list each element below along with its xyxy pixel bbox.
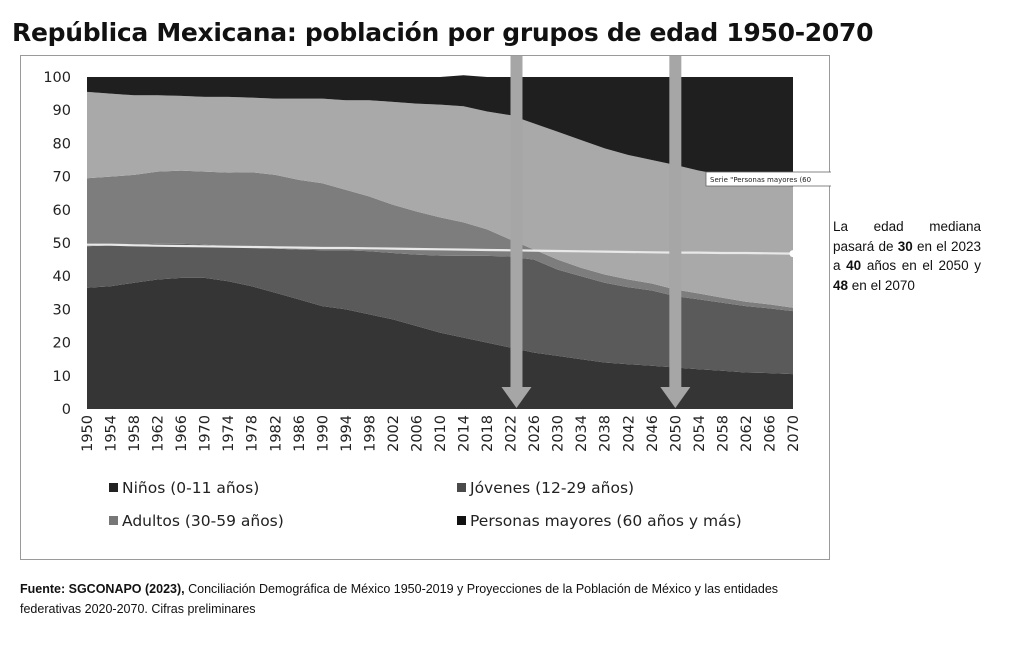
arrow-head-1 [660,387,691,408]
x-tick-label: 1958 [127,415,143,452]
note-value-2050: 40 [846,258,862,273]
note-value-2070: 48 [833,277,849,293]
legend-label-0: Niños (0-11 años) [122,479,259,497]
y-tick-label: 90 [53,103,71,119]
x-tick-label: 2022 [504,415,520,452]
area-series-2 [87,170,793,312]
chart-frame: Serie "Personas mayores (60 0 10 20 30 40 50 60… [20,55,831,560]
series-tooltip-text: Serie "Personas mayores (60 [710,176,811,184]
x-tick-label: 1998 [362,415,378,452]
x-tick-label: 2038 [598,415,614,452]
area-series-1 [87,243,793,375]
x-tick-label: 1990 [315,415,331,452]
y-tick-label: 100 [43,70,71,86]
y-tick-label: 80 [53,136,71,152]
arrow-shaft-1 [669,56,682,387]
y-tick-label: 20 [53,336,71,352]
x-tick-label: 2034 [574,415,590,452]
x-tick-label: 2014 [457,415,473,452]
x-tick-label: 1962 [151,415,167,452]
legend-marker-3 [457,516,466,525]
x-tick-label: 1966 [174,415,190,452]
x-tick-label: 2050 [668,415,684,452]
note-text-1: La edad mediana pasará de [833,219,981,254]
y-tick-label: 60 [53,203,71,219]
x-tick-label: 2030 [551,415,567,452]
note-value-2023: 30 [897,238,913,254]
x-tick-label: 2018 [480,415,496,452]
area-series-0 [87,277,793,409]
legend-marker-0 [109,483,118,492]
x-tick-label: 2042 [621,415,637,452]
area-series-4 [87,75,793,187]
source-text: Conciliación Demográfica de México 1950-… [20,582,779,616]
x-tick-label: 2066 [762,415,778,452]
x-tick-label: 1986 [292,415,308,452]
x-tick-label: 2006 [409,415,425,452]
series-tooltip-box [705,171,831,187]
x-tick-label: 2010 [433,415,449,452]
y-tick-label: 40 [53,269,71,285]
x-tick-label: 1982 [268,415,284,452]
note-text-4: en el 2070 [851,277,915,293]
x-tick-label: 2062 [739,415,755,452]
chart-title: República Mexicana: población por grupos… [12,18,874,47]
x-tick-label: 2046 [645,415,661,452]
arrow-head-0 [501,387,532,408]
x-tick-label: 2026 [527,415,543,452]
note-text-2: en el 2023 a [833,238,981,274]
y-tick-label: 70 [53,170,71,186]
arrow-shaft-0 [510,56,523,387]
legend-label-2: Adultos (30-59 años) [122,512,284,530]
y-tick-label: 50 [53,236,71,252]
legend-marker-1 [457,483,466,492]
note-text-3: años en el 2050 y [866,258,981,273]
y-tick-label: 10 [53,369,71,385]
area-series-3 [87,91,793,308]
y-tick-label: 0 [62,402,71,418]
x-tick-label: 2054 [692,415,708,452]
y-tick-label: 30 [53,302,71,318]
x-tick-label: 1954 [104,415,120,452]
source-note: Fuente: SGCONAPO (2023), Conciliación De… [20,580,840,619]
x-tick-label: 1978 [245,415,261,452]
x-tick-label: 1950 [80,415,96,452]
chart: Serie "Personas mayores (600102030405060… [43,56,831,530]
median-line-end-marker [789,250,797,258]
median-age-note: La edad mediana pasará de 30 en el 2023 … [833,217,981,295]
x-tick-label: 1974 [221,415,237,452]
x-tick-label: 1970 [198,415,214,452]
legend-label-1: Jóvenes (12-29 años) [469,479,634,497]
legend-marker-2 [109,516,118,525]
x-tick-label: 1994 [339,415,355,452]
legend-label-3: Personas mayores (60 años y más) [470,512,742,530]
x-tick-label: 2002 [386,415,402,452]
x-tick-label: 2070 [786,415,802,452]
x-tick-label: 2058 [715,415,731,452]
source-label: Fuente: SGCONAPO (2023), [20,582,185,596]
